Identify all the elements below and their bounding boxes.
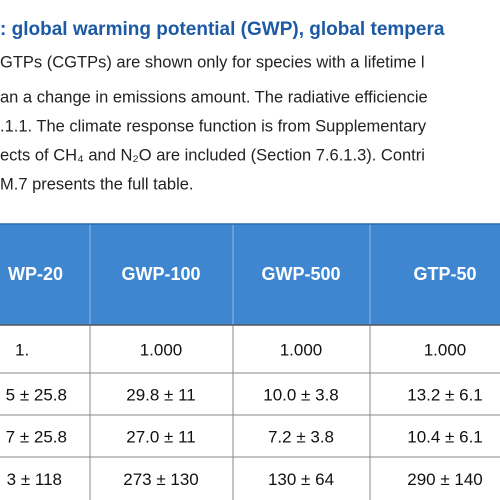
table-cell: 7 ± 25.8 — [6, 427, 67, 446]
caption-line: M.7 presents the full table. — [0, 175, 194, 193]
table-cell: 1.000 — [140, 340, 183, 359]
column-header: GTP-50 — [413, 264, 476, 284]
table-cell: 13.2 ± 6.1 — [407, 385, 483, 404]
table-cell: 29.8 ± 11 — [126, 385, 196, 404]
caption-line: ects of CH₄ and N₂O are included (Sectio… — [0, 146, 425, 164]
table-cell: 3 ± 118 — [7, 470, 62, 489]
table-cell: 10.4 ± 6.1 — [407, 427, 483, 446]
table-cell: 27.0 ± 11 — [126, 427, 196, 446]
caption-title: : global warming potential (GWP), global… — [0, 19, 445, 40]
column-header: GWP-500 — [261, 264, 340, 284]
table-cell: 1. — [15, 340, 29, 359]
table-cell: 290 ± 140 — [407, 470, 483, 489]
table-cell: 1.000 — [424, 340, 467, 359]
caption-line: .1.1. The climate response function is f… — [0, 117, 427, 135]
table-cell: 7.2 ± 3.8 — [268, 427, 334, 446]
table-cell: 10.0 ± 3.8 — [263, 385, 339, 404]
caption-line: GTPs (CGTPs) are shown only for species … — [0, 53, 425, 71]
table-cell: 1.000 — [280, 340, 323, 359]
column-header: GWP-100 — [121, 264, 200, 284]
caption-line: an a change in emissions amount. The rad… — [0, 88, 428, 106]
table-cell: 130 ± 64 — [268, 470, 334, 489]
table-header-bg — [0, 224, 500, 325]
table-cell: 5 ± 25.8 — [6, 385, 67, 404]
column-header: WP-20 — [8, 264, 63, 284]
table-cell: 273 ± 130 — [123, 470, 199, 489]
